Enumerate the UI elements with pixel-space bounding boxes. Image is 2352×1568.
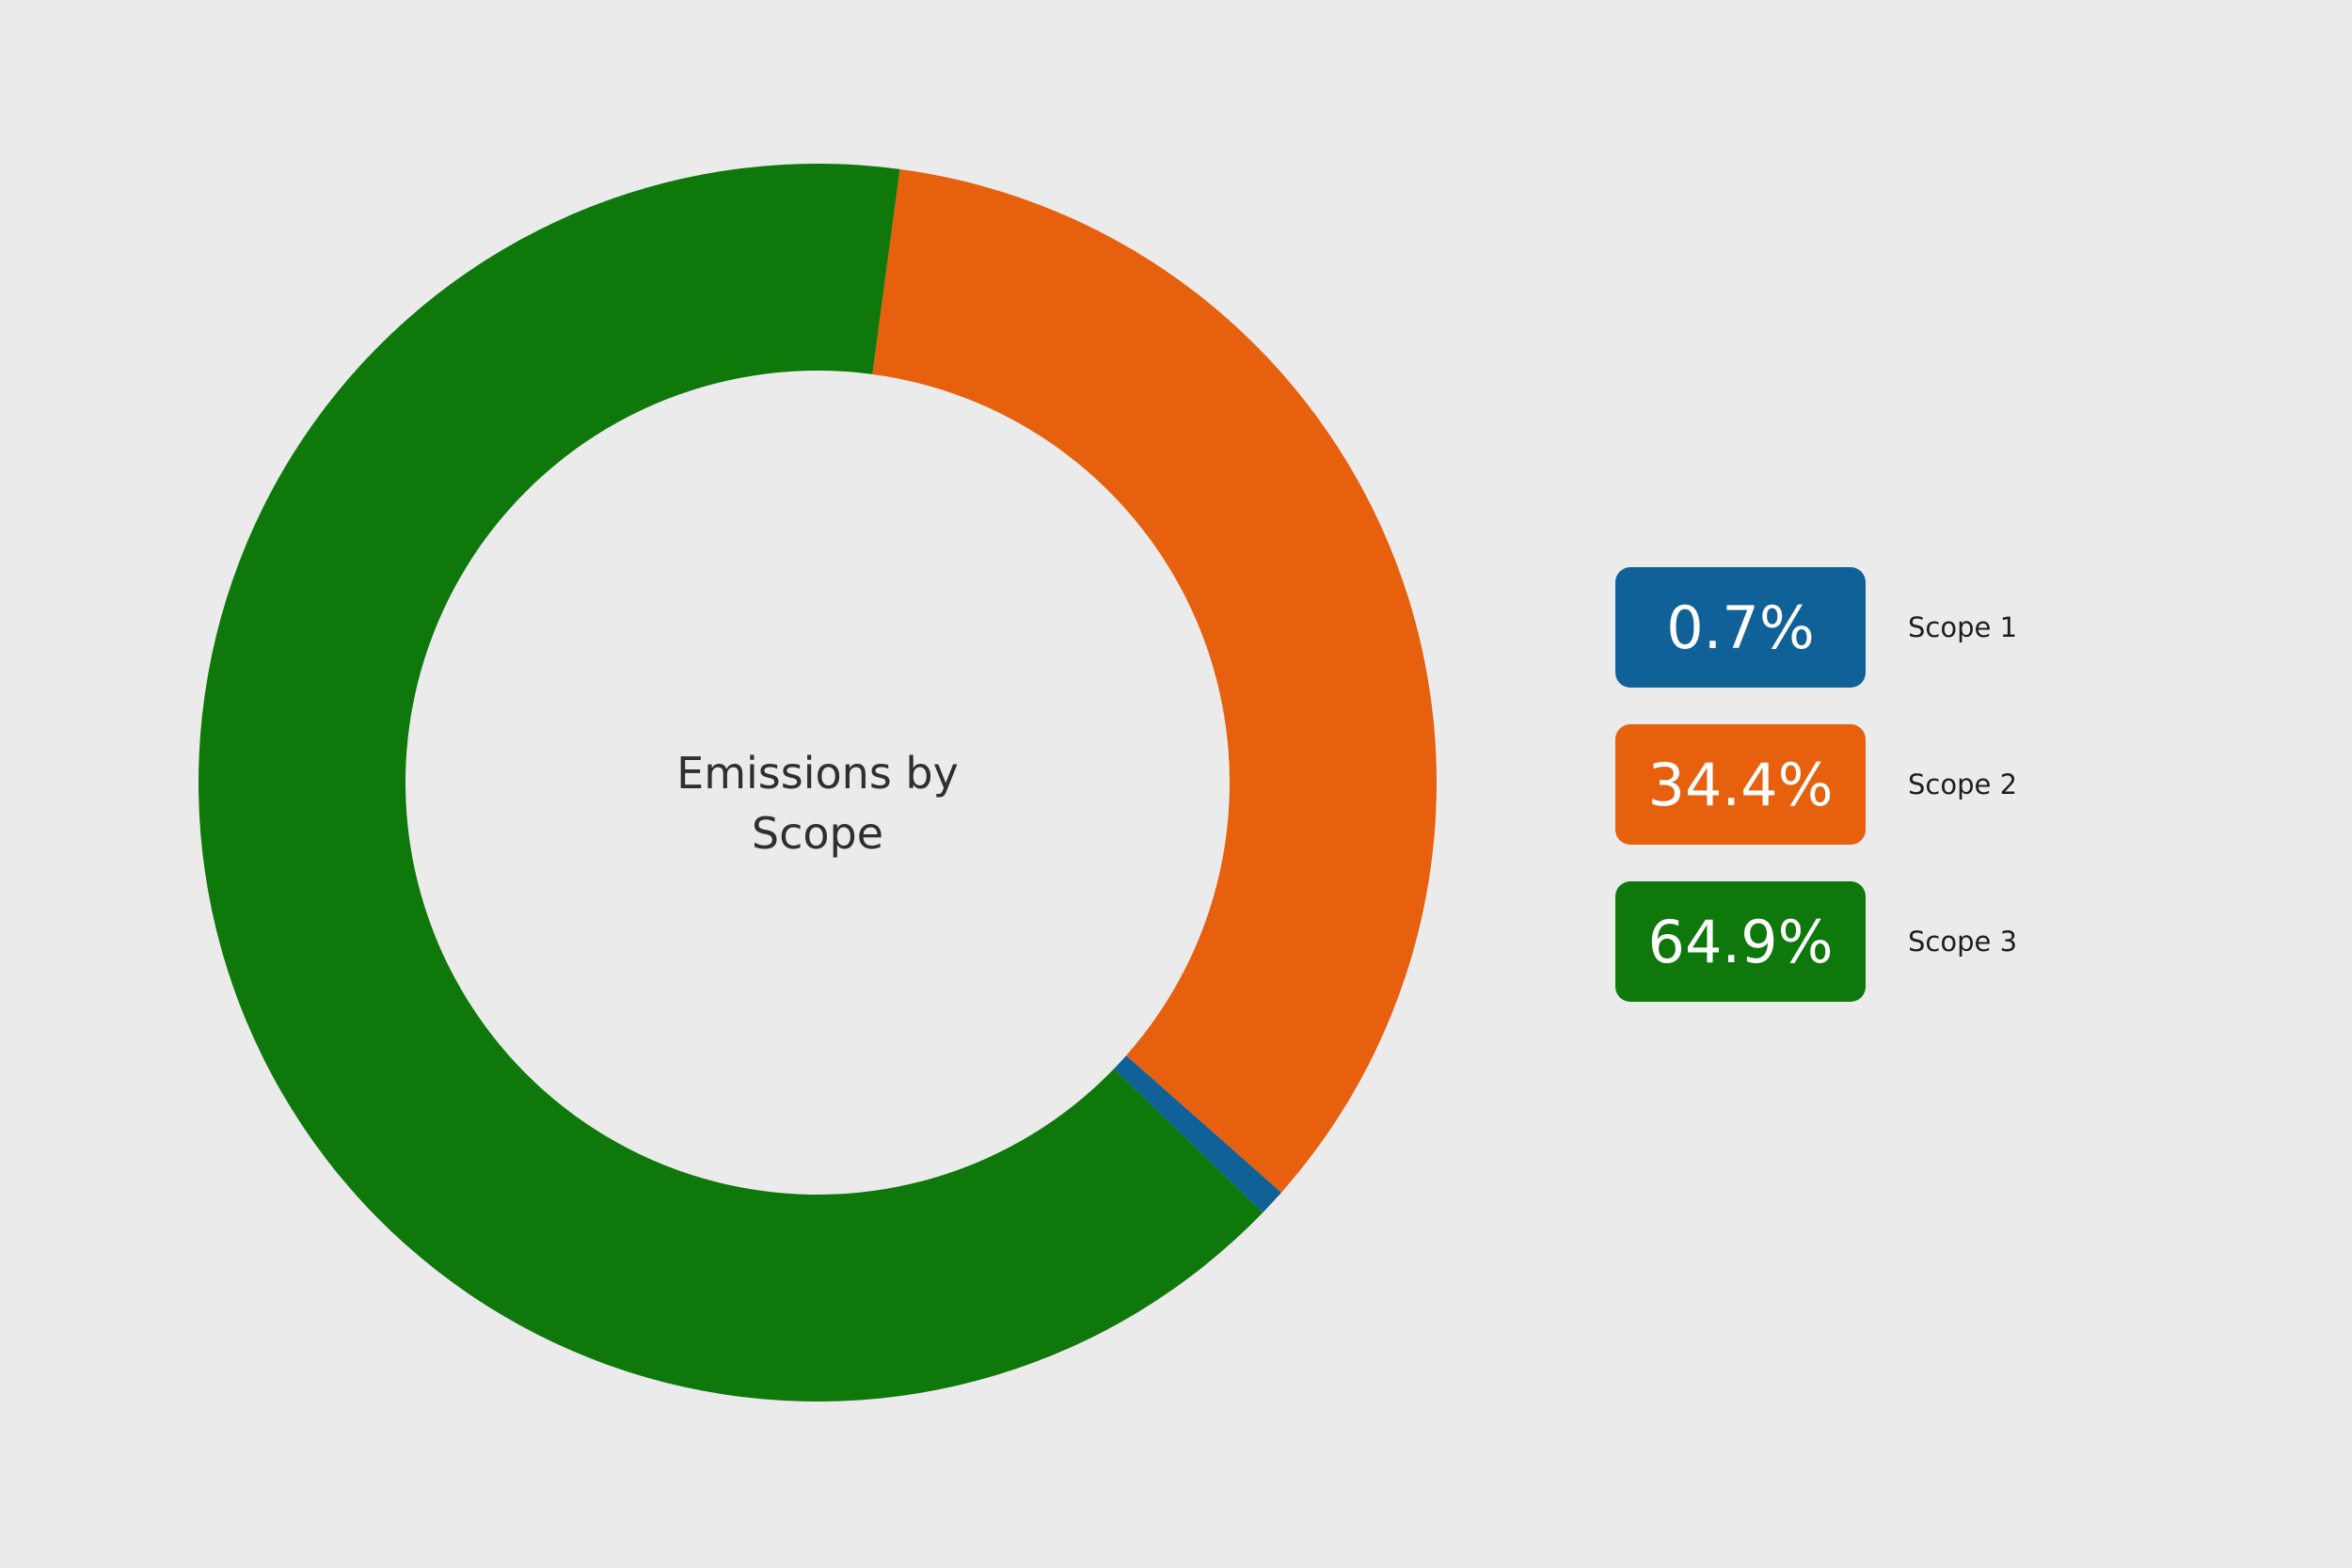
donut-segment xyxy=(872,168,1437,1193)
legend-entry: 64.9% Scope 3 xyxy=(1615,881,2017,1002)
legend-label: Scope 3 xyxy=(1908,926,2018,958)
donut-segment xyxy=(199,164,1263,1402)
legend-entry: 0.7% Scope 1 xyxy=(1615,567,2017,688)
donut-segment xyxy=(1114,1055,1281,1213)
legend-value: 0.7% xyxy=(1615,567,1866,688)
legend-entry: 34.4% Scope 2 xyxy=(1615,724,2017,845)
chart-title: Emissions by Scope xyxy=(676,748,959,859)
legend-label: Scope 2 xyxy=(1908,768,2018,800)
legend-value: 64.9% xyxy=(1615,881,1866,1002)
legend-value: 34.4% xyxy=(1615,724,1866,845)
legend-label: Scope 1 xyxy=(1908,611,2018,643)
